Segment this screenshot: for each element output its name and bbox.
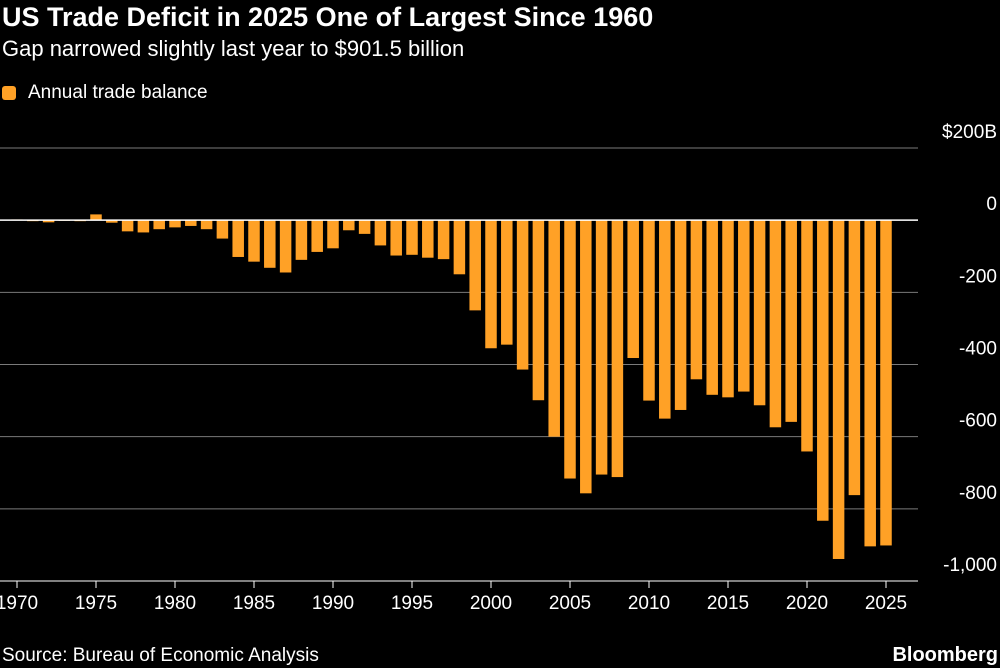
x-tick-label: 1990 [312, 593, 354, 614]
bar [769, 220, 782, 428]
bar [580, 220, 592, 494]
bar [880, 220, 892, 546]
bar [485, 220, 497, 349]
x-tick-label: 2005 [549, 593, 591, 614]
legend: Annual trade balance [2, 82, 208, 104]
bar [801, 220, 813, 452]
bar [248, 220, 260, 262]
bar [785, 220, 797, 422]
bar [643, 220, 655, 401]
x-tick-label: 2025 [865, 593, 907, 614]
bar [437, 220, 450, 260]
bar [516, 220, 529, 370]
y-tick-label: -400 [959, 339, 997, 360]
bar [674, 220, 687, 410]
x-tick-label: 2015 [707, 593, 749, 614]
x-tick-label: 1975 [75, 593, 117, 614]
bar [501, 220, 513, 345]
bar [532, 220, 545, 401]
bar [121, 220, 134, 232]
bar [611, 220, 624, 478]
bar [595, 220, 608, 475]
bar [627, 220, 639, 359]
bar [422, 220, 434, 258]
x-tick-label: 1980 [154, 593, 196, 614]
bar [548, 220, 560, 437]
x-tick-label: 2020 [786, 593, 828, 614]
bar [279, 220, 292, 273]
x-tick-label: 2000 [470, 593, 512, 614]
y-tick-label: -200 [959, 266, 997, 287]
x-tick-label: 2010 [628, 593, 670, 614]
brand-logo: Bloomberg [892, 644, 998, 666]
bar [374, 220, 387, 246]
bar [722, 220, 734, 398]
x-tick-label: 1995 [391, 593, 433, 614]
x-tick-label: 1985 [233, 593, 275, 614]
bar [659, 220, 671, 419]
bar [343, 220, 355, 231]
bar [706, 220, 718, 395]
bar [295, 220, 308, 260]
bar [90, 214, 102, 221]
bar [216, 220, 229, 239]
bar [232, 220, 244, 257]
bar [264, 220, 276, 268]
bar [864, 220, 876, 547]
bar [42, 220, 55, 223]
bar [137, 220, 150, 233]
bar [358, 220, 371, 234]
y-tick-label: -600 [959, 411, 997, 432]
legend-swatch [2, 86, 16, 100]
bar [690, 220, 703, 380]
bar [406, 220, 418, 255]
bar [311, 220, 323, 252]
bar [832, 220, 845, 559]
bar [753, 220, 766, 406]
y-tick-label: -1,000 [943, 555, 997, 576]
bar [817, 220, 829, 521]
bar [453, 220, 466, 275]
bar [169, 220, 181, 228]
bar [200, 220, 213, 230]
bar [185, 220, 197, 226]
bar [327, 220, 339, 249]
y-tick-label: $200B [942, 122, 997, 143]
y-tick-label: 0 [986, 194, 997, 215]
chart-subtitle: Gap narrowed slightly last year to $901.… [2, 36, 465, 61]
bar [390, 220, 402, 256]
bar [738, 220, 750, 392]
legend-label: Annual trade balance [28, 82, 208, 103]
source-note: Source: Bureau of Economic Analysis [2, 645, 319, 666]
bar [106, 220, 118, 223]
chart-title: US Trade Deficit in 2025 One of Largest … [2, 2, 654, 32]
x-tick-label: 1970 [0, 593, 38, 614]
y-tick-label: -800 [959, 483, 997, 504]
bar [153, 220, 165, 230]
bar [469, 220, 481, 311]
bar [848, 220, 861, 496]
bar [564, 220, 576, 479]
